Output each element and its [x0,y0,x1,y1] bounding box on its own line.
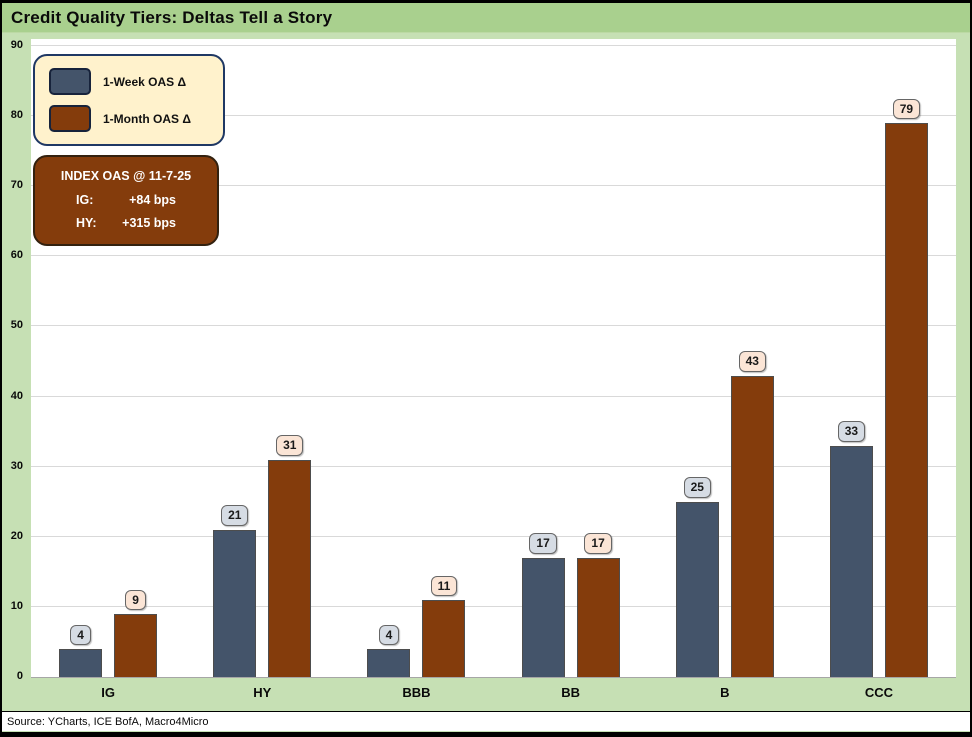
info-hy-label: HY: [76,216,97,230]
plot-scale: 4 9 21 31 4 11 17 17 25 43 33 79 [31,45,956,677]
bar [521,557,565,677]
month-series-swatch [49,105,91,132]
bar-value-label: 21 [221,505,249,526]
gridline [31,605,956,607]
bar-cell: 33 [829,46,873,677]
bar-group-bb: 17 17 [494,46,648,677]
gridline [31,115,956,117]
gridline [31,395,956,397]
y-tick-label: 40 [10,389,23,402]
bar-value-label: 17 [529,533,557,554]
source-note: Source: YCharts, ICE BofA, Macro4Micro [7,715,209,728]
x-axis: IG HY BBB BB B CCC [31,678,956,712]
bar-cell: 25 [675,46,719,677]
bar [884,123,928,677]
x-axis-label-ig: IG [101,685,115,700]
y-tick-label: 80 [10,109,23,122]
bar-cell: 11 [422,46,466,677]
y-tick-label: 90 [10,39,23,51]
x-axis-label-bb: BB [561,685,580,700]
title-bar: Credit Quality Tiers: Deltas Tell a Stor… [2,3,970,33]
y-tick-label: 20 [10,529,23,542]
bar-value-label: 11 [430,575,458,596]
bar-value-label: 4 [378,624,400,645]
info-row-ig: IG: +84 bps [45,193,207,207]
legend: 1-Week OAS Δ 1-Month OAS Δ [33,54,225,146]
x-axis-label-ccc: CCC [864,685,894,700]
gridline [31,255,956,257]
x-axis-label-bbb: BBB [402,685,431,700]
info-hy-value: +315 bps [122,216,176,230]
y-axis: 0 10 20 30 40 50 60 70 80 90 [2,39,28,682]
y-tick-label: 10 [10,599,23,612]
chart-area: Credit Quality Tiers: Deltas Tell a Stor… [2,3,970,712]
bar [576,557,620,677]
y-tick-label: 30 [10,459,23,472]
bar [422,599,466,677]
plot-area: 4 9 21 31 4 11 17 17 25 43 33 79 [31,39,956,678]
chart-title: Credit Quality Tiers: Deltas Tell a Stor… [11,7,333,27]
y-tick-label: 70 [10,179,23,192]
y-tick-label: 50 [10,319,23,332]
bar-value-label: 25 [683,477,711,498]
info-row-hy: HY: +315 bps [45,216,207,230]
gridline [31,465,956,467]
bar-value-label: 17 [584,533,612,554]
bar-value-label: 9 [125,589,146,610]
bar-value-label: 79 [892,98,921,120]
bar-cell: 17 [576,46,620,677]
bar-cell: 31 [268,46,312,677]
legend-row-month: 1-Month OAS Δ [49,105,209,132]
info-box-title: INDEX OAS @ 11-7-25 [60,169,192,183]
bar-value-label: 31 [276,435,304,456]
bar [730,375,774,677]
bar-value-label: 4 [70,624,91,645]
bar-cell: 4 [367,46,411,677]
gridline [31,535,956,537]
gridline [31,185,956,187]
bar [675,501,719,677]
bar-group-ccc: 33 79 [802,46,956,677]
x-axis-label-b: B [720,685,730,700]
x-axis-label-hy: HY [253,685,272,700]
legend-row-week: 1-Week OAS Δ [49,68,209,95]
bar-cell: 43 [730,46,774,677]
gridline [31,45,956,46]
bar [829,445,873,677]
bar-cell: 4 [59,46,103,677]
bar-value-label: 43 [738,351,766,372]
gridline [31,325,956,327]
bar [59,648,103,677]
bar [213,529,257,677]
info-ig-value: +84 bps [129,193,176,207]
bar-group-hy: 21 31 [185,46,339,677]
bar-cell: 79 [884,46,928,677]
bar-cell: 9 [114,46,158,677]
legend-label-week: 1-Week OAS Δ [103,74,187,89]
bar [114,613,158,677]
bar-group-b: 25 43 [648,46,802,677]
legend-label-month: 1-Month OAS Δ [103,111,191,126]
source-bar: Source: YCharts, ICE BofA, Macro4Micro [2,712,970,731]
info-ig-label: IG: [76,193,94,207]
y-tick-label: 0 [16,670,23,682]
bar-value-label: 33 [837,421,866,442]
index-oas-info-box: INDEX OAS @ 11-7-25 IG: +84 bps HY: +315… [33,155,219,246]
bar [268,459,312,677]
bar-cell: 21 [213,46,257,677]
bar-group-bbb: 4 11 [339,46,493,677]
bar-cell: 17 [521,46,565,677]
bar [367,648,411,677]
week-series-swatch [49,68,91,95]
y-tick-label: 60 [10,249,23,262]
